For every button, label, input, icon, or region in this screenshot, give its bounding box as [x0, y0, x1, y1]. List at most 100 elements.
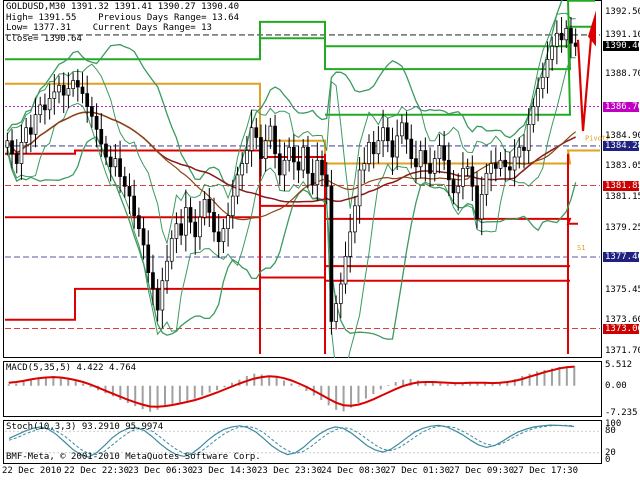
candle-body: [188, 207, 193, 223]
macd-axis-tick: 5.512: [605, 360, 633, 370]
candle-body: [465, 166, 470, 169]
price-level-tag: 1373.06: [603, 323, 640, 334]
forecast-arrow-head: [588, 10, 596, 47]
stochastic-title: Stoch(10,3,3) 93.2910 95.9974: [6, 422, 164, 432]
price-level-tag: 1386.70: [603, 101, 640, 112]
chart-info-block: GOLDUSD,M30 1391.32 1391.41 1390.27 1390…: [6, 2, 239, 44]
candle-body: [493, 163, 498, 169]
candle-body: [75, 80, 80, 88]
candle-body: [160, 280, 165, 311]
candle-body: [573, 42, 578, 47]
bollinger-lower-band: [6, 135, 577, 340]
candle-body: [254, 127, 259, 138]
candle-body: [108, 156, 113, 168]
candle-body: [212, 212, 216, 233]
candle-body: [348, 231, 353, 257]
candle-body: [118, 158, 122, 177]
candle-body: [545, 58, 550, 78]
candle-body: [437, 145, 442, 160]
candle-body: [169, 238, 174, 262]
candle-body: [442, 145, 446, 161]
candle-body: [259, 137, 263, 160]
bollinger-upper-band: [6, 0, 563, 187]
pivot-level-line: [325, 25, 595, 116]
price-level-tag: 1381.85: [603, 180, 640, 191]
price-axis-tick: 1384.90: [605, 130, 640, 141]
candle-body: [183, 207, 188, 236]
candle-body: [414, 158, 418, 168]
candle-body: [498, 159, 503, 169]
candle-body: [57, 85, 61, 93]
candle-body: [132, 195, 137, 216]
candle-body: [320, 159, 324, 176]
stochastic-panel: Stoch(10,3,3) 93.2910 95.9974 100 80 20 0: [0, 419, 640, 465]
envelope-upper-line: [6, 12, 576, 246]
candle-body: [99, 128, 104, 145]
candle-body: [66, 88, 71, 96]
price-axis-tick: 1381.15: [605, 191, 640, 202]
stochastic-axis-tick: 80: [605, 426, 616, 437]
candle-body: [216, 231, 221, 243]
time-axis-tick: 27 Dec 17:30: [513, 466, 579, 476]
time-x-axis: 22 Dec 2010 22 Dec 22:30 23 Dec 06:30 23 De…: [0, 464, 640, 480]
candle-body: [273, 125, 277, 155]
candle-body: [517, 146, 522, 158]
candle-body: [5, 140, 10, 148]
candle-body: [122, 176, 127, 187]
low-value-text: Low= 1377.31 Current Days Range= 13: [6, 23, 212, 33]
candle-body: [113, 158, 118, 168]
candle-body: [198, 216, 202, 238]
price-level-tag: 1391.10: [603, 29, 640, 40]
candle-body: [564, 28, 569, 41]
candle-body: [446, 159, 451, 181]
price-axis-tick: 1392.50: [605, 7, 640, 18]
candle-body: [291, 146, 296, 163]
candle-body: [33, 114, 38, 135]
stochastic-signal-line: [8, 424, 575, 456]
stochastic-axis-tick: 20: [605, 447, 616, 458]
candle-body: [334, 303, 338, 322]
candle-body: [221, 228, 226, 243]
candle-body: [310, 172, 315, 186]
stochastic-main-line: [8, 424, 575, 458]
candle-body: [461, 168, 465, 187]
candle-body: [536, 88, 540, 107]
candle-body: [470, 166, 475, 187]
candle-body: [165, 260, 169, 282]
candle-body: [315, 159, 320, 186]
price-level-tag: 1377.46: [603, 251, 640, 262]
candle-body: [531, 106, 536, 125]
candle-body: [61, 85, 66, 96]
pivot-level-line: [260, 0, 595, 71]
stochastic-svg: [5, 424, 600, 458]
candle-body: [306, 146, 310, 174]
candle-body: [19, 142, 24, 164]
candle-body: [24, 127, 28, 143]
price-axis-tick: 1375.45: [605, 284, 640, 295]
candle-body: [28, 127, 33, 135]
candle-body: [367, 142, 371, 164]
candle-body: [137, 215, 141, 230]
candle-body: [85, 93, 90, 107]
macd-panel: MACD(5,35,5) 4.422 4.764 5.512 0.00 -7.235: [0, 360, 640, 418]
candle-body: [141, 228, 146, 246]
candle-body: [451, 179, 456, 194]
candle-body: [456, 185, 461, 194]
level-annotation: S1: [577, 244, 585, 252]
macd-axis-tick: -7.235: [605, 408, 638, 418]
price-chart-panel: PivotP S1 GOLDUSD,M30 1391.32 1391.41 139…: [3, 0, 640, 358]
candle-body: [226, 215, 230, 230]
candle-body: [329, 185, 334, 322]
candle-body: [52, 91, 57, 99]
time-axis-tick: 23 Dec 06:30: [128, 466, 194, 476]
candle-body: [376, 140, 381, 155]
candle-body: [522, 146, 526, 151]
candle-body: [174, 223, 179, 239]
price-axis-tick: 1379.25: [605, 222, 640, 233]
candle-body: [249, 127, 254, 151]
candle-body: [71, 80, 75, 90]
candle-body: [418, 150, 423, 168]
candle-body: [390, 140, 395, 158]
close-value-text: Close= 1390.64: [6, 33, 82, 44]
candle-body: [80, 86, 85, 94]
